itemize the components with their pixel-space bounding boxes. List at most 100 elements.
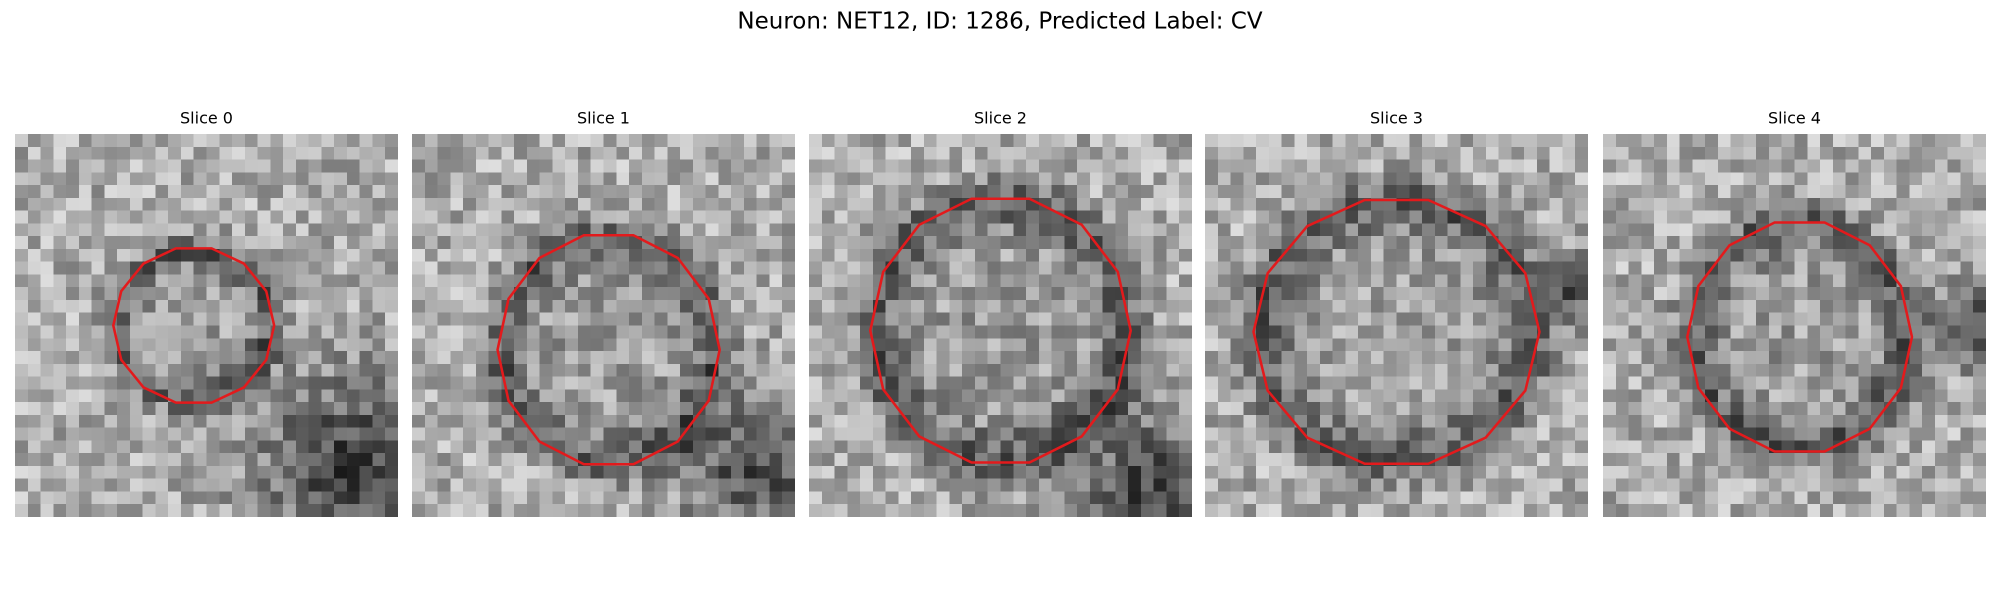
pixel [962, 159, 975, 173]
pixel [1628, 261, 1642, 275]
pixel [40, 325, 54, 339]
pixel [1794, 185, 1808, 198]
pixel [1909, 185, 1923, 198]
pixel [1089, 159, 1103, 173]
pixel [308, 172, 322, 186]
pixel [743, 134, 757, 147]
pixel [936, 236, 950, 249]
pixel [1115, 414, 1129, 428]
pixel [117, 236, 130, 249]
pixel [641, 261, 655, 275]
pixel [1268, 414, 1282, 428]
pixel [590, 325, 604, 339]
pixel [565, 248, 578, 262]
pixel [539, 427, 553, 441]
pixel [743, 236, 757, 249]
pixel [1256, 134, 1269, 147]
pixel [1179, 185, 1192, 198]
pixel [321, 210, 335, 224]
pixel [1947, 453, 1961, 466]
pixel [1447, 389, 1461, 403]
pixel [1128, 197, 1141, 211]
pixel [1524, 338, 1537, 352]
pixel [1256, 453, 1269, 466]
pixel [1781, 274, 1795, 288]
pixel [1409, 236, 1423, 249]
pixel [475, 236, 489, 249]
pixel [295, 504, 309, 517]
pixel [206, 504, 220, 517]
pixel [321, 504, 335, 517]
pixel [680, 210, 693, 224]
pixel [129, 402, 143, 415]
pixel [974, 389, 988, 403]
pixel [308, 338, 322, 352]
pixel [1077, 402, 1090, 415]
pixel [1603, 287, 1616, 300]
pixel [616, 223, 630, 237]
pixel [219, 159, 233, 173]
pixel [834, 223, 848, 237]
pixel [1743, 261, 1757, 275]
pixel [1781, 478, 1795, 492]
pixel [142, 146, 156, 160]
pixel [1422, 338, 1435, 352]
pixel [1934, 504, 1948, 517]
pixel [1473, 287, 1486, 300]
pixel [577, 414, 591, 428]
pixel [1077, 325, 1090, 339]
pixel [359, 478, 373, 492]
pixel [1345, 210, 1359, 224]
pixel [1089, 440, 1103, 454]
pixel [552, 504, 566, 517]
pixel [1575, 312, 1588, 326]
pixel [1756, 146, 1769, 160]
pixel [1140, 478, 1154, 492]
pixel [1409, 312, 1423, 326]
pixel [782, 287, 795, 300]
pixel [1115, 491, 1129, 505]
pixel [1562, 261, 1576, 275]
pixel [244, 325, 258, 339]
pixel [1717, 312, 1731, 326]
pixel [731, 389, 744, 403]
pixel [437, 287, 451, 300]
pixel [1370, 146, 1384, 160]
pixel [1281, 427, 1295, 441]
pixel [1383, 363, 1397, 377]
pixel [475, 338, 489, 352]
pixel [1575, 236, 1588, 249]
pixel [705, 440, 719, 454]
pixel [463, 363, 476, 377]
pixel [1498, 453, 1512, 466]
pixel [1883, 159, 1897, 173]
pixel [1549, 210, 1563, 224]
pixel [334, 185, 347, 198]
pixel [1089, 351, 1103, 364]
pixel [1871, 287, 1884, 300]
pixel [1205, 261, 1218, 275]
pixel [1013, 261, 1027, 275]
pixel [372, 134, 386, 147]
pixel [1319, 172, 1333, 186]
pixel [219, 197, 233, 211]
pixel [1909, 261, 1923, 275]
pixel [667, 453, 681, 466]
pixel [1934, 223, 1948, 237]
pixel [577, 478, 591, 492]
pixel [1871, 134, 1884, 147]
pixel [616, 261, 630, 275]
pixel [1115, 312, 1129, 326]
pixel [590, 465, 604, 479]
pixel [1934, 274, 1948, 288]
pixel [1026, 389, 1039, 403]
pixel [1166, 236, 1180, 249]
pixel [1730, 504, 1744, 517]
pixel [1140, 159, 1154, 173]
pixel [1858, 351, 1872, 364]
pixel [53, 478, 67, 492]
pixel [346, 287, 360, 300]
pixel [1358, 185, 1371, 198]
pixel [1243, 274, 1257, 288]
pixel [1332, 376, 1346, 390]
